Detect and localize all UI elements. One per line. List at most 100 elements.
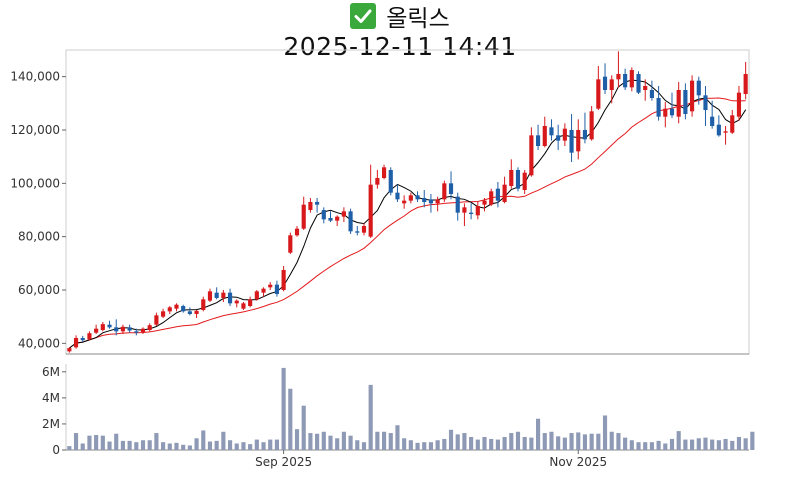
candle bbox=[73, 335, 79, 349]
candle bbox=[469, 203, 474, 220]
candle bbox=[462, 203, 467, 226]
price-y-tick-label: 60,000 bbox=[18, 283, 60, 297]
volume-bar bbox=[442, 438, 447, 450]
candle bbox=[629, 67, 634, 92]
candle-body bbox=[80, 338, 85, 341]
candle-body bbox=[576, 130, 581, 152]
volume-bar bbox=[422, 442, 427, 450]
candle-body bbox=[214, 292, 219, 298]
candle-body bbox=[435, 199, 440, 204]
candle bbox=[669, 92, 675, 118]
candle bbox=[114, 319, 119, 336]
candle bbox=[328, 211, 333, 222]
candle-body bbox=[515, 170, 521, 189]
volume-bar bbox=[482, 436, 487, 450]
candle bbox=[274, 280, 280, 297]
volume-bar bbox=[690, 439, 695, 450]
candle bbox=[428, 194, 434, 213]
candle bbox=[187, 307, 192, 316]
candle-body bbox=[154, 315, 159, 325]
candle-body bbox=[676, 90, 681, 117]
volume-bar bbox=[154, 433, 159, 450]
candle bbox=[569, 114, 574, 162]
candle-body bbox=[736, 92, 742, 117]
candle bbox=[489, 188, 494, 206]
volume-bar bbox=[549, 431, 554, 450]
candle bbox=[542, 116, 547, 148]
volume-bar bbox=[140, 440, 146, 450]
candle-body bbox=[643, 86, 648, 90]
candle-body bbox=[67, 348, 72, 352]
volume-bar bbox=[328, 435, 333, 450]
candle bbox=[716, 115, 721, 137]
candle-body bbox=[361, 226, 367, 233]
volume-bar bbox=[214, 440, 219, 450]
candle bbox=[636, 71, 641, 94]
candle bbox=[221, 290, 226, 302]
volume-bar bbox=[589, 433, 594, 450]
candle-body bbox=[268, 284, 273, 288]
volume-bar bbox=[462, 433, 467, 450]
candle-body bbox=[281, 270, 286, 290]
volume-bar bbox=[221, 431, 226, 450]
candle bbox=[181, 304, 186, 313]
candle bbox=[67, 347, 72, 353]
candle-body bbox=[140, 328, 146, 333]
volume-bar bbox=[321, 431, 326, 450]
volume-bar bbox=[602, 415, 608, 450]
candle-body bbox=[248, 299, 253, 306]
candle-body bbox=[87, 333, 92, 340]
candle bbox=[649, 80, 654, 101]
candle bbox=[549, 119, 554, 141]
volume-y-tick-label: 0 bbox=[52, 443, 60, 457]
volume-bar bbox=[381, 431, 387, 450]
candle-body bbox=[234, 300, 239, 304]
candle bbox=[227, 288, 233, 306]
volume-bar bbox=[167, 443, 172, 450]
volume-bar bbox=[629, 440, 634, 450]
candle-body bbox=[696, 80, 701, 96]
candle-body bbox=[207, 291, 213, 301]
candle-body bbox=[683, 90, 688, 114]
volume-bar bbox=[716, 440, 721, 450]
candle-body bbox=[254, 291, 259, 300]
candle bbox=[107, 320, 112, 329]
candle-body bbox=[469, 212, 474, 214]
candle-body bbox=[341, 211, 346, 217]
volume-bar bbox=[562, 437, 567, 450]
candle bbox=[703, 86, 708, 126]
candle-body bbox=[348, 211, 353, 232]
candle bbox=[361, 223, 367, 236]
candle bbox=[120, 324, 125, 334]
candle-body bbox=[375, 178, 380, 185]
candle bbox=[602, 63, 608, 94]
candle-body bbox=[730, 115, 735, 133]
candle-body bbox=[629, 70, 634, 88]
price-y-tick-label: 80,000 bbox=[18, 230, 60, 244]
volume-bar bbox=[254, 439, 259, 450]
volume-bar bbox=[636, 442, 641, 450]
volume-bar bbox=[368, 384, 373, 450]
candle bbox=[167, 306, 172, 314]
volume-bar bbox=[201, 430, 206, 450]
candle-body bbox=[502, 184, 507, 202]
volume-bar bbox=[335, 438, 340, 450]
candle bbox=[556, 124, 561, 150]
volume-bar bbox=[703, 437, 708, 450]
volume-bar bbox=[134, 442, 139, 450]
candle bbox=[388, 167, 393, 196]
candle bbox=[194, 310, 199, 318]
candle-body bbox=[589, 111, 594, 140]
candle bbox=[435, 196, 440, 212]
volume-bar bbox=[529, 437, 534, 450]
candle bbox=[207, 288, 213, 302]
candle-body bbox=[442, 183, 447, 200]
volume-panel: 0 2M 4M 6M Sep 2025 Nov 2025 bbox=[42, 364, 755, 469]
volume-bar bbox=[107, 441, 112, 450]
volume-bar bbox=[261, 442, 266, 450]
candle bbox=[683, 83, 688, 120]
candle-body bbox=[274, 284, 280, 294]
candle bbox=[723, 126, 728, 145]
candle-body bbox=[301, 204, 306, 229]
candle bbox=[408, 192, 413, 204]
